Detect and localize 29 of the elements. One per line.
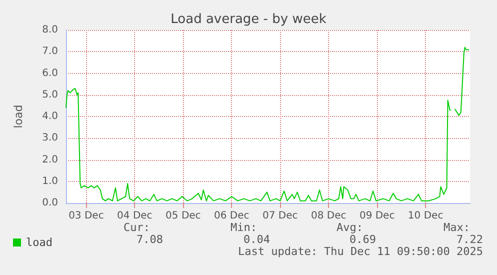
x-tick-label: 10 Dec: [408, 210, 444, 222]
text: Avg:: [336, 221, 364, 234]
y-tick-label: 8.0: [42, 24, 58, 36]
y-tick-label: 6.0: [42, 68, 58, 79]
y-tick-label: 1.0: [42, 176, 58, 187]
y-tick-label: 7.0: [42, 46, 58, 58]
x-tick-label: 07 Dec: [262, 210, 298, 222]
text: Last update: Thu Dec 11 09:50:00 2025: [238, 245, 484, 258]
text: Min:: [230, 221, 258, 234]
y-tick-label: 0.0: [42, 198, 58, 208]
text: Cur:: [124, 221, 150, 234]
text: 7.22: [456, 233, 484, 246]
text: 7.08: [136, 233, 164, 246]
chart-title: Load average - by week: [170, 12, 327, 27]
x-tick-label: 06 Dec: [214, 210, 250, 222]
y-tick-label: 5.0: [42, 89, 58, 100]
text: Max:: [444, 221, 470, 234]
y-tick-label: 3.0: [42, 132, 58, 144]
y-tick-label: 4.0: [42, 111, 58, 122]
x-tick-label: 09 Dec: [359, 210, 395, 222]
x-tick-label: 05 Dec: [166, 210, 201, 222]
x-tick-label: 04 Dec: [117, 210, 152, 222]
y-axis-title: load: [12, 104, 25, 128]
x-tick-label: 03 Dec: [68, 210, 104, 222]
text: 0.04: [244, 233, 270, 246]
text: 0.69: [350, 233, 376, 246]
legend-label: load: [26, 236, 52, 249]
y-tick-label: 2.0: [42, 154, 58, 166]
x-tick-label: 08 Dec: [310, 210, 346, 222]
